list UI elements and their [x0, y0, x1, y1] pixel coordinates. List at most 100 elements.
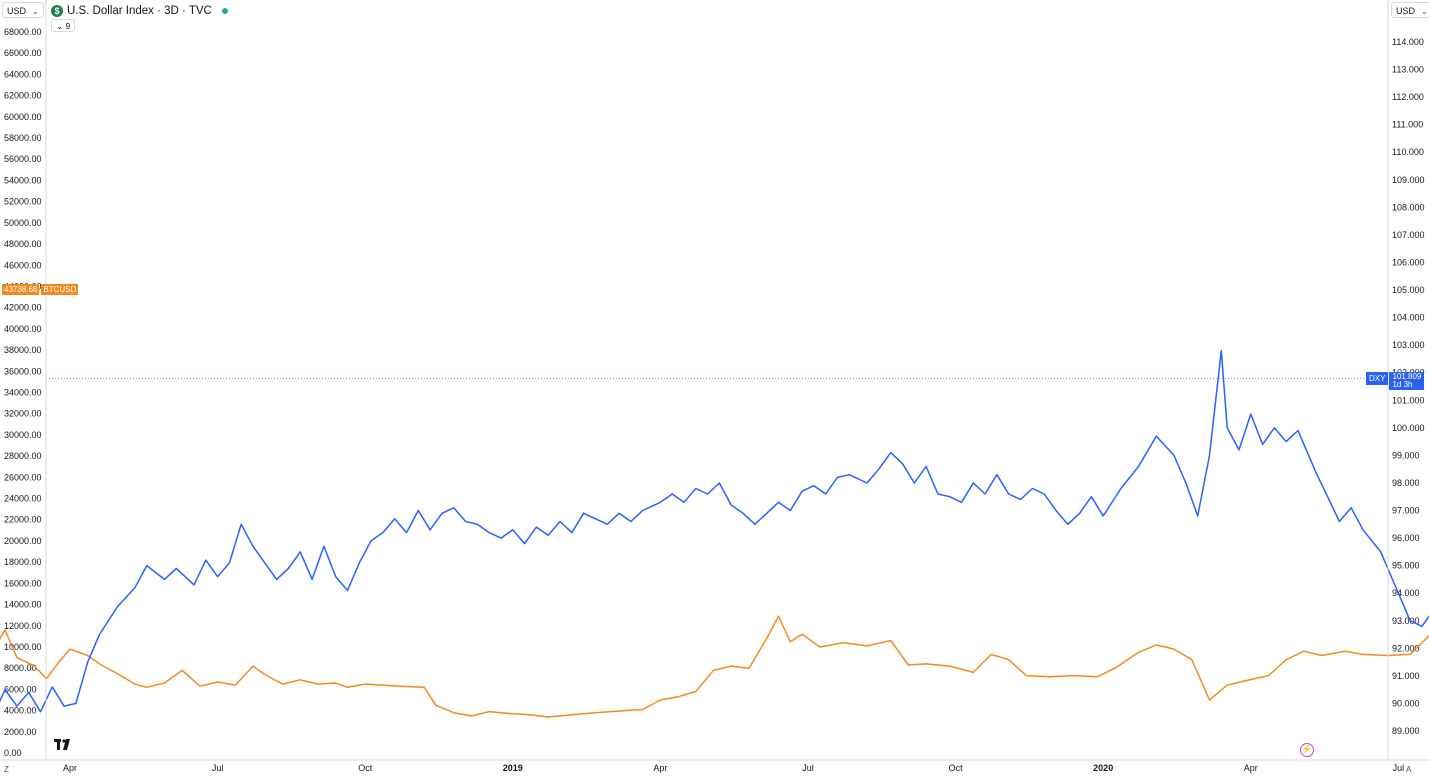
- chevron-down-icon: ⌄: [56, 21, 64, 31]
- dxy-price-label: DXY 101.809 1d 3h: [1366, 372, 1425, 390]
- right-tick-label: 104.000: [1392, 313, 1425, 323]
- left-tick-label: 62000.00: [4, 91, 42, 101]
- right-tick-label: 110.000: [1392, 147, 1424, 157]
- time-axis[interactable]: AprJulOct2019AprJulOct2020AprJulOct2021A…: [63, 763, 1429, 773]
- left-tick-label: 48000.00: [4, 239, 42, 249]
- right-currency-label: USD: [1396, 6, 1416, 16]
- right-tick-label: 108.000: [1392, 202, 1425, 212]
- left-tick-label: 10000.00: [4, 642, 42, 652]
- left-tick-label: 6000.00: [4, 684, 37, 694]
- time-tick-label: Jul: [212, 763, 224, 773]
- dxy-countdown: 1d 3h: [1392, 380, 1413, 389]
- left-tick-label: 68000.00: [4, 27, 42, 37]
- right-tick-label: 114.000: [1392, 37, 1424, 47]
- top-bar: USD ⌄ $ U.S. Dollar Index · 3D · TVC USD ⌄: [0, 0, 1429, 22]
- left-tick-label: 18000.00: [4, 557, 42, 567]
- left-tick-label: 58000.00: [4, 133, 42, 143]
- left-tick-label: 30000.00: [4, 430, 42, 440]
- left-tick-label: 64000.00: [4, 69, 42, 79]
- dollar-sign-icon: $: [51, 5, 63, 17]
- left-tick-label: 16000.00: [4, 578, 42, 588]
- right-tick-label: 95.000: [1392, 561, 1420, 571]
- btc-price-label: 43738.68 BTCUSD: [2, 284, 79, 295]
- series-layer: [0, 37, 1429, 718]
- left-price-axis[interactable]: 0.00 2000.00 4000.00 6000.00 8000.00 10000.00…: [4, 27, 42, 758]
- right-tick-label: 97.000: [1392, 506, 1420, 516]
- time-tick-label: Jul: [1393, 763, 1405, 773]
- tradingview-logo-icon[interactable]: [54, 739, 74, 750]
- right-tick-label: 106.000: [1392, 257, 1425, 267]
- right-tick-label: 99.000: [1392, 450, 1420, 460]
- right-tick-label: 90.000: [1392, 698, 1420, 708]
- time-tick-label: 2019: [503, 763, 523, 773]
- right-tick-label: 91.000: [1392, 671, 1420, 681]
- indicator-count: 9: [65, 21, 71, 31]
- left-tick-label: 12000.00: [4, 621, 42, 631]
- series-line-dxy[interactable]: [0, 42, 1429, 713]
- series-line-btcusd[interactable]: [0, 37, 1429, 718]
- right-tick-label: 92.000: [1392, 643, 1420, 653]
- right-tick-label: 103.000: [1392, 340, 1425, 350]
- right-tick-label: 89.000: [1392, 726, 1420, 736]
- left-tick-label: 32000.00: [4, 409, 42, 419]
- indicators-toggle[interactable]: ⌄ 9: [51, 19, 76, 32]
- right-tick-label: 100.000: [1392, 423, 1425, 433]
- right-tick-label: 109.000: [1392, 175, 1425, 185]
- right-tick-label: 107.000: [1392, 230, 1425, 240]
- left-tick-label: 66000.00: [4, 48, 42, 58]
- left-tick-label: 28000.00: [4, 451, 42, 461]
- chart-title: U.S. Dollar Index · 3D · TVC: [67, 5, 212, 17]
- market-status-icon: [221, 8, 228, 14]
- left-tick-label: 42000.00: [4, 303, 42, 313]
- left-tick-label: 8000.00: [4, 663, 37, 673]
- time-tick-label: Jul: [802, 763, 814, 773]
- left-currency-label: USD: [7, 6, 27, 16]
- left-tick-label: 22000.00: [4, 515, 42, 525]
- right-tick-label: 105.000: [1392, 285, 1425, 295]
- left-tick-label: 26000.00: [4, 472, 42, 482]
- chevron-down-icon: ⌄: [32, 7, 39, 16]
- btc-price-value: 43738.68: [2, 284, 40, 295]
- right-tick-label: 98.000: [1392, 478, 1420, 488]
- time-tick-label: Apr: [1244, 763, 1258, 773]
- right-tick-label: 96.000: [1392, 533, 1420, 543]
- dxy-price-value: 101.809: [1392, 372, 1422, 381]
- right-currency-select[interactable]: USD ⌄: [1391, 2, 1429, 18]
- time-tick-label: Apr: [63, 763, 77, 773]
- left-tick-label: 0.00: [4, 748, 22, 758]
- left-tick-label: 46000.00: [4, 260, 42, 270]
- chevron-down-icon: ⌄: [1421, 7, 1428, 16]
- left-currency-select[interactable]: USD ⌄: [2, 2, 44, 18]
- left-tick-label: 56000.00: [4, 154, 42, 164]
- lightning-icon[interactable]: ⚡: [1300, 743, 1314, 757]
- right-tick-label: 111.000: [1392, 120, 1423, 130]
- time-tick-label: 2020: [1093, 763, 1113, 773]
- right-tick-label: 101.000: [1392, 395, 1425, 405]
- time-tick-label: Oct: [358, 763, 373, 773]
- left-tick-label: 4000.00: [4, 706, 37, 716]
- left-tick-label: 36000.00: [4, 366, 42, 376]
- right-tick-label: 94.000: [1392, 588, 1420, 598]
- left-tick-label: 20000.00: [4, 536, 42, 546]
- left-tick-label: 54000.00: [4, 175, 42, 185]
- right-tick-label: 113.000: [1392, 65, 1424, 75]
- right-tick-label: 112.000: [1392, 92, 1424, 102]
- dxy-symbol-tag: DXY: [1366, 372, 1389, 385]
- dxy-price-box: 101.809 1d 3h: [1389, 372, 1425, 390]
- right-tick-label: 93.000: [1392, 616, 1420, 626]
- left-tick-label: 2000.00: [4, 727, 37, 737]
- timezone-corner[interactable]: Z: [4, 765, 9, 774]
- left-tick-label: 24000.00: [4, 494, 42, 504]
- left-tick-label: 38000.00: [4, 345, 42, 355]
- btc-symbol-tag: BTCUSD: [41, 284, 79, 295]
- left-tick-label: 14000.00: [4, 600, 42, 610]
- time-tick-label: Oct: [949, 763, 964, 773]
- time-tick-label: Apr: [653, 763, 667, 773]
- symbol-title[interactable]: $ U.S. Dollar Index · 3D · TVC: [51, 3, 228, 19]
- left-tick-label: 60000.00: [4, 112, 42, 122]
- auto-scale-button[interactable]: A: [1406, 765, 1412, 774]
- left-tick-label: 40000.00: [4, 324, 42, 334]
- left-tick-label: 50000.00: [4, 218, 42, 228]
- left-tick-label: 34000.00: [4, 388, 42, 398]
